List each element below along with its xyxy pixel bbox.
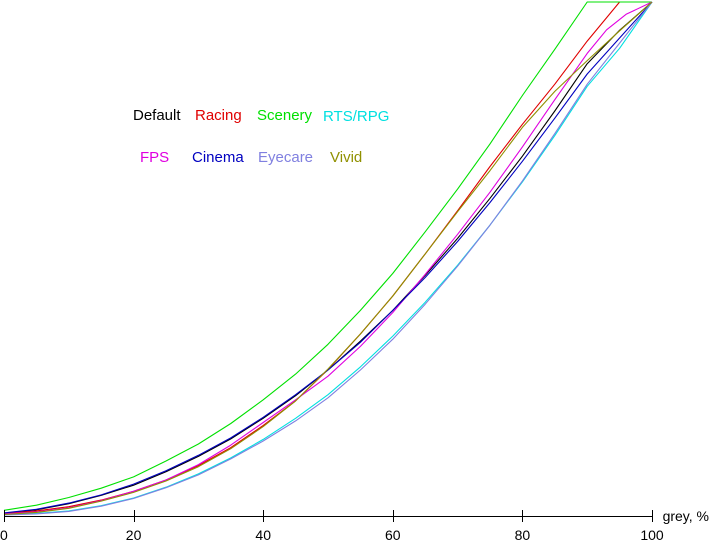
legend-label-default: Default [133,107,181,124]
series-line-eyecare [3,1,653,516]
series-line-racing [3,1,652,514]
series-line-fps [3,1,653,515]
x-tick-label: 20 [126,527,142,542]
legend-label-scenery: Scenery [257,107,313,124]
series-line-scenery [3,1,652,511]
x-tick-label: 80 [515,527,531,542]
legend-label-cinema: Cinema [192,149,244,166]
legend-label-fps: FPS [140,149,169,166]
series-line-cinema [3,1,653,514]
legend-label-vivid: Vivid [330,149,362,166]
legend-label-eyecare: Eyecare [258,149,313,166]
series-line-rts-rpg [3,1,653,516]
x-tick-label: 0 [0,527,8,542]
legend: Default Racing Scenery RTS/RPG FPS Cinema Eyec… [133,107,389,166]
legend-label-rts-rpg: RTS/RPG [323,108,389,125]
series-layer [3,1,653,516]
x-tick-label: 100 [640,527,664,542]
series-line-default [3,1,653,514]
legend-label-racing: Racing [195,107,242,124]
x-axis-ticks: 0 20 40 60 80 100 [0,510,664,542]
x-tick-label: 60 [385,527,401,542]
x-tick-label: 40 [255,527,271,542]
x-axis-label: grey, % [663,508,709,524]
series-line-vivid [3,1,653,516]
